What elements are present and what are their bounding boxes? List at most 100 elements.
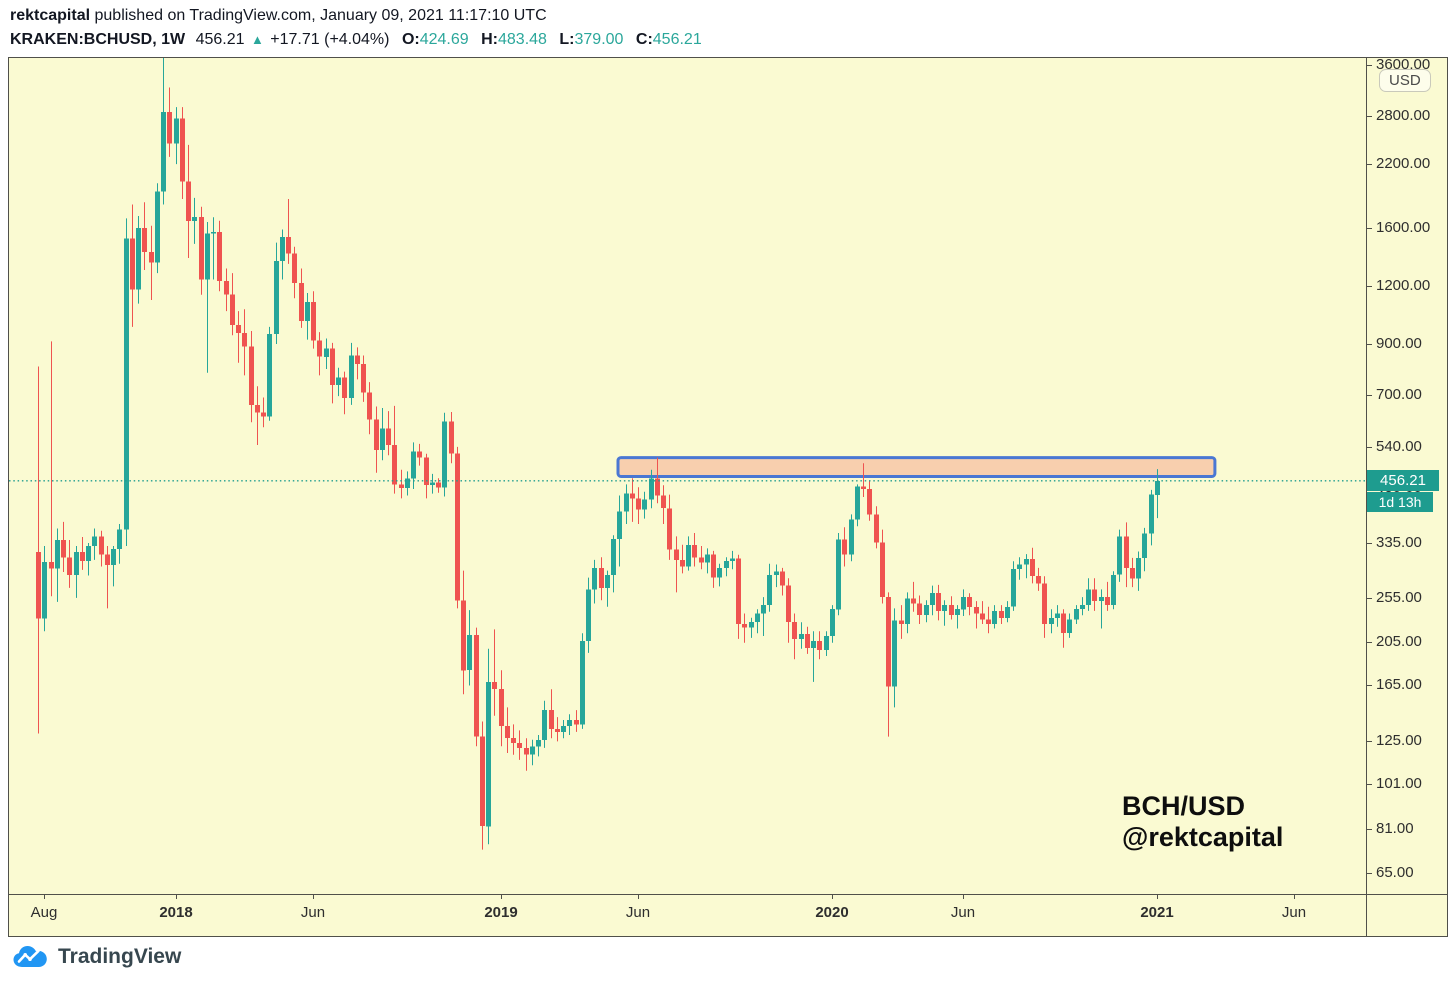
candle-body — [61, 540, 66, 558]
time-tick-label: 2019 — [484, 904, 518, 921]
candle-body — [461, 600, 466, 671]
candle-body — [1036, 576, 1041, 584]
open-value: 424.69 — [419, 31, 469, 48]
bar-countdown-label: 1d 13h — [1367, 492, 1433, 512]
up-arrow-icon: ▲ — [250, 32, 264, 47]
candle-body — [149, 252, 154, 263]
price-axis[interactable]: USD 456.21 1d 13h 3600.00 2800.00 2200.00 1… — [1366, 58, 1447, 936]
candle-body — [474, 635, 479, 737]
price-tick-label: 900.00 — [1376, 335, 1422, 352]
candle-body — [511, 738, 516, 743]
candle-body — [355, 355, 360, 364]
price-tick-label: 255.00 — [1376, 589, 1422, 606]
candle-body — [374, 419, 379, 450]
last-price-label: 456.21 — [1367, 470, 1439, 491]
candle-body — [417, 451, 422, 458]
candle-body — [1130, 567, 1135, 579]
price-tick-label: 101.00 — [1376, 775, 1422, 792]
candle-body — [855, 486, 860, 520]
price-tick — [1367, 65, 1372, 66]
chart-widget: BCH/USD @rektcapital USD 456.21 1d 13h 3… — [8, 57, 1448, 937]
candle-body — [324, 348, 329, 357]
candle-body — [899, 620, 904, 624]
candle-body — [680, 559, 685, 567]
candlestick-chart — [9, 58, 1366, 850]
candle-body — [261, 412, 266, 417]
candle-body — [1142, 533, 1147, 558]
resistance-zone-box[interactable] — [616, 456, 1217, 479]
candle-body — [780, 571, 785, 586]
candle-body — [636, 498, 641, 510]
candle-body — [217, 232, 222, 282]
candle-body — [92, 536, 97, 546]
candle-body — [280, 237, 285, 261]
candle-body — [449, 421, 454, 454]
price-tick — [1367, 543, 1372, 544]
price-tick — [1367, 286, 1372, 287]
candle-body — [649, 478, 654, 500]
currency-toggle[interactable]: USD — [1379, 69, 1431, 92]
candle-body — [430, 482, 435, 485]
candle-body — [267, 334, 272, 417]
candle-body — [711, 554, 716, 578]
time-tick-label: Jun — [1281, 904, 1307, 921]
candle-body — [605, 574, 610, 588]
symbol-ohlc-readout: KRAKEN:BCHUSD, 1W 456.21 ▲ +17.71 (+4.04… — [10, 31, 702, 49]
chart-pane[interactable]: BCH/USD @rektcapital — [9, 58, 1366, 894]
candle-body — [1030, 559, 1035, 577]
author-name: rektcapital — [10, 7, 91, 24]
attribution-line: rektcapital published on TradingView.com… — [10, 7, 547, 25]
close-label: C: — [635, 31, 653, 48]
candle-body — [992, 610, 997, 624]
time-tick-label: Jun — [950, 904, 976, 921]
candle-body — [342, 377, 347, 399]
candle-body — [761, 605, 766, 614]
candle-body — [105, 554, 110, 566]
candle-body — [67, 557, 72, 575]
time-tick — [1294, 895, 1295, 899]
candle-body — [399, 484, 404, 488]
price-tick-label: 165.00 — [1376, 676, 1422, 693]
candle-body — [655, 478, 660, 496]
candle-body — [905, 598, 910, 624]
candle-body — [949, 605, 954, 616]
price-tick — [1367, 116, 1372, 117]
candle-body — [811, 640, 816, 648]
candle-body — [580, 640, 585, 725]
candle-body — [142, 228, 147, 253]
price-tick-label: 1600.00 — [1376, 219, 1431, 236]
candle-body — [242, 333, 247, 347]
candle-body — [436, 482, 441, 488]
candle-body — [692, 544, 697, 558]
candle-body — [255, 404, 260, 413]
price-tick-label: 540.00 — [1376, 438, 1422, 455]
candle-body — [986, 619, 991, 624]
candle-body — [880, 542, 885, 598]
high-label: H: — [481, 31, 498, 48]
time-tick-label: 2018 — [159, 904, 193, 921]
candle-body — [817, 640, 822, 650]
candle-body — [542, 710, 547, 740]
candle-body — [136, 228, 141, 290]
candle-body — [117, 529, 122, 550]
pane-bottom-border — [9, 894, 1447, 895]
candle-body — [1049, 617, 1054, 624]
candle-body — [161, 112, 166, 192]
price-tick — [1367, 685, 1372, 686]
candle-body — [667, 508, 672, 550]
candle-body — [224, 281, 229, 295]
candle-body — [1117, 536, 1122, 575]
candle-body — [349, 355, 354, 399]
candle-body — [286, 237, 291, 254]
tradingview-brand[interactable]: TradingView — [12, 944, 181, 970]
candle-body — [592, 567, 597, 590]
candle-body — [380, 428, 385, 450]
candle-body — [386, 428, 391, 445]
candle-body — [555, 728, 560, 732]
time-tick — [44, 895, 45, 899]
time-axis[interactable]: Aug 2018 Jun 2019 Jun 2020 Jun 2021 Jun — [9, 895, 1366, 936]
candle-body — [367, 392, 372, 420]
price-tick-label: 65.00 — [1376, 864, 1414, 881]
candle-body — [699, 557, 704, 563]
candle-body — [736, 558, 741, 624]
